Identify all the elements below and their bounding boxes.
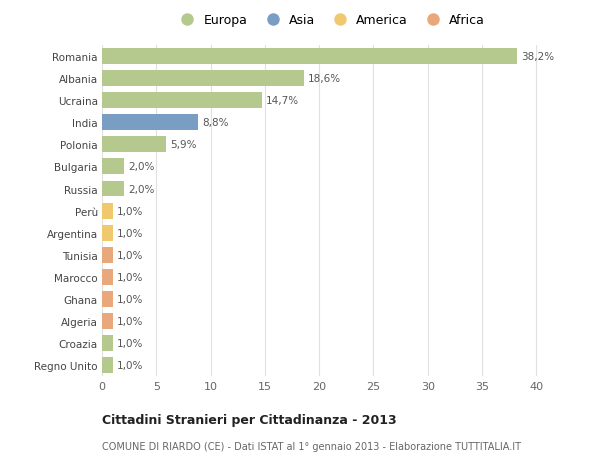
Bar	[102, 225, 113, 241]
Text: 1,0%: 1,0%	[117, 316, 143, 326]
Legend: Europa, Asia, America, Africa: Europa, Asia, America, Africa	[170, 9, 490, 32]
Bar	[102, 291, 113, 307]
Text: 14,7%: 14,7%	[266, 96, 299, 106]
Text: 38,2%: 38,2%	[521, 52, 554, 62]
Bar	[102, 181, 124, 197]
Text: 5,9%: 5,9%	[170, 140, 197, 150]
Text: 1,0%: 1,0%	[117, 272, 143, 282]
Bar	[102, 49, 517, 65]
Text: COMUNE DI RIARDO (CE) - Dati ISTAT al 1° gennaio 2013 - Elaborazione TUTTITALIA.: COMUNE DI RIARDO (CE) - Dati ISTAT al 1°…	[102, 441, 521, 451]
Bar	[102, 93, 262, 109]
Bar	[102, 137, 166, 153]
Bar	[102, 203, 113, 219]
Bar	[102, 71, 304, 87]
Text: 1,0%: 1,0%	[117, 250, 143, 260]
Text: 8,8%: 8,8%	[202, 118, 229, 128]
Text: 1,0%: 1,0%	[117, 228, 143, 238]
Text: 2,0%: 2,0%	[128, 162, 154, 172]
Bar	[102, 336, 113, 351]
Text: 18,6%: 18,6%	[308, 74, 341, 84]
Text: 1,0%: 1,0%	[117, 360, 143, 370]
Bar	[102, 269, 113, 285]
Text: 1,0%: 1,0%	[117, 338, 143, 348]
Bar	[102, 313, 113, 329]
Bar	[102, 159, 124, 175]
Bar	[102, 358, 113, 373]
Text: 1,0%: 1,0%	[117, 294, 143, 304]
Text: 2,0%: 2,0%	[128, 184, 154, 194]
Bar	[102, 247, 113, 263]
Text: Cittadini Stranieri per Cittadinanza - 2013: Cittadini Stranieri per Cittadinanza - 2…	[102, 413, 397, 426]
Bar	[102, 115, 197, 131]
Text: 1,0%: 1,0%	[117, 206, 143, 216]
